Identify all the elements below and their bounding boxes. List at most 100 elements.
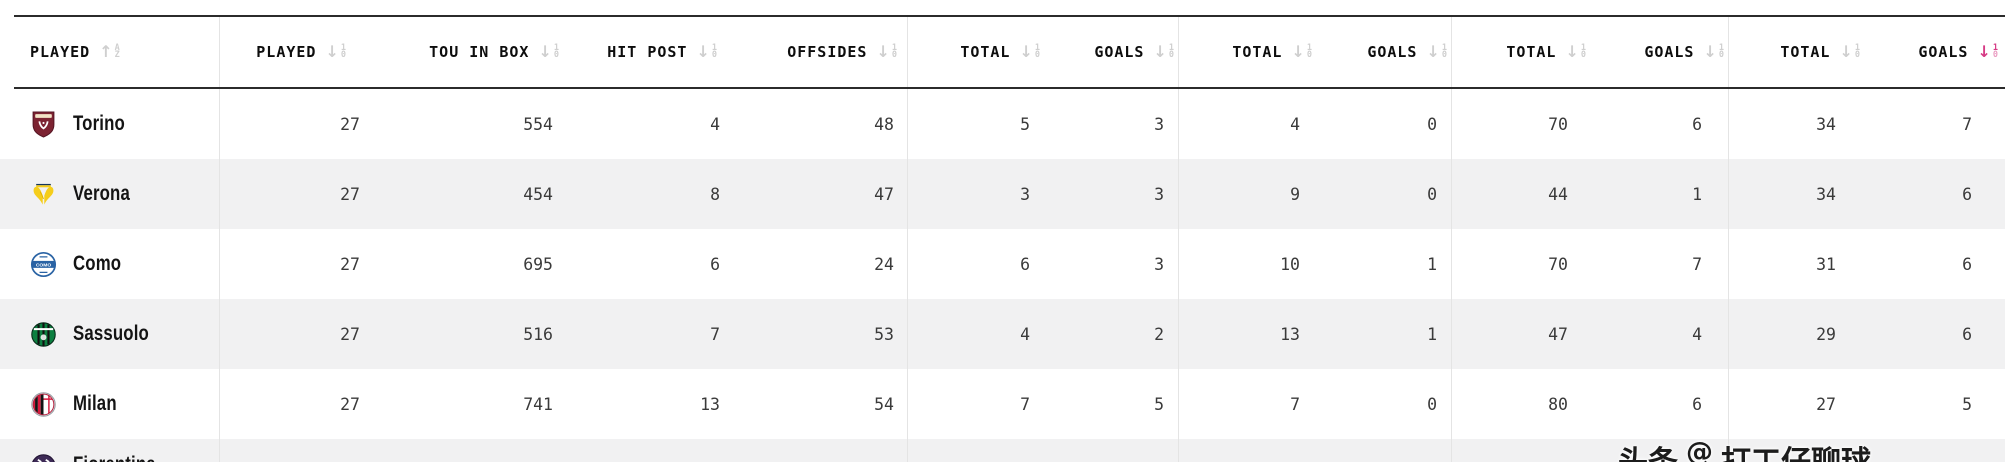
cell-total-2: 7 [1290, 394, 1300, 414]
cell-total-2: 4 [1290, 114, 1300, 134]
team-cell[interactable]: Verona [0, 159, 220, 229]
cell-total-4: 34 [1816, 114, 1836, 134]
at-icon: @ [1686, 437, 1713, 462]
cell-total-2: 9 [1290, 184, 1300, 204]
cell-total-1: 4 [1020, 324, 1030, 344]
cell-goals-4: 6 [1962, 324, 1972, 344]
table-row-torino: Torino 27 554 4 48 5 3 4 0 70 6 34 7 [0, 89, 2005, 159]
cell-goals-1: 3 [1044, 159, 1179, 229]
cell-goals-3: 4 [1590, 299, 1729, 369]
torino-logo-icon [32, 111, 55, 138]
cell-total-1: 5 [1020, 114, 1030, 134]
cell-total-3: 70 [1548, 114, 1568, 134]
cell-goals-4: 6 [1962, 184, 1972, 204]
cell-goals-2: 0 [1316, 369, 1452, 439]
cell-goals-2: 0 [1316, 89, 1452, 159]
cell-goals-1: 2 [1044, 299, 1179, 369]
team-cell[interactable]: Torino [0, 89, 220, 159]
cell-goals-1: 3 [1044, 89, 1179, 159]
cell-total-4: 27 [1816, 394, 1836, 414]
como-logo-icon: COMO [30, 251, 57, 277]
team-cell[interactable]: Sassuolo [0, 299, 220, 369]
table-row-sassuolo: Sassuolo 27 516 7 53 4 2 13 1 47 4 29 6 [0, 299, 2005, 369]
cell-goals-3: 1 [1590, 159, 1729, 229]
cell-goals-1: 5 [1044, 369, 1179, 439]
cell-played: 27 [340, 324, 360, 344]
watermark-brand: 头条 [1618, 437, 1678, 462]
column-label: GOALS [1094, 43, 1145, 61]
column-label: TOTAL [960, 43, 1011, 61]
sassuolo-logo-icon [31, 321, 56, 347]
column-label: OFFSIDES [787, 43, 868, 61]
table-row-verona: Verona 27 454 8 47 3 3 9 0 44 1 34 6 [0, 159, 2005, 229]
cell-hit-post: 4 [710, 114, 720, 134]
team-cell[interactable]: COMO Como [0, 229, 220, 299]
header-bottom-rule [14, 87, 2005, 89]
cell-total-3: 44 [1548, 184, 1568, 204]
team-name: Sassuolo [73, 322, 149, 345]
toutiao-watermark: 头条 @ 打工仔聊球 [1618, 437, 1871, 462]
cell-total-1: 6 [1020, 254, 1030, 274]
cell-offsides: 53 [725, 299, 908, 369]
team-name: Torino [73, 112, 125, 135]
cell-total-3: 70 [1548, 254, 1568, 274]
team-cell[interactable]: Fiorentina [0, 439, 220, 462]
partial-team-logo-icon [32, 454, 55, 462]
team-cell[interactable]: Milan [0, 369, 220, 439]
table-top-rule [14, 15, 2005, 17]
cell-total-4: 34 [1816, 184, 1836, 204]
cell-tou-in-box: 454 [523, 184, 553, 204]
team-name: Como [73, 252, 122, 275]
cell-hit-post: 13 [700, 394, 720, 414]
cell-tou-in-box: 554 [523, 114, 553, 134]
table-row-milan: Milan 27 741 13 54 7 5 7 0 80 6 27 5 [0, 369, 2005, 439]
table-row-como: COMO Como 27 695 6 24 6 3 10 1 70 7 31 6 [0, 229, 2005, 299]
column-label: PLAYED [30, 43, 91, 61]
cell-tou-in-box: 516 [523, 324, 553, 344]
cell-total-2: 10 [1280, 254, 1300, 274]
table-body: Torino 27 554 4 48 5 3 4 0 70 6 34 7 [0, 89, 2005, 462]
team-name: Verona [73, 182, 130, 205]
cell-hit-post: 6 [710, 254, 720, 274]
cell-offsides: 47 [725, 159, 908, 229]
milan-logo-icon [31, 391, 56, 417]
cell-total-3: 80 [1548, 394, 1568, 414]
cell-tou-in-box: 741 [523, 394, 553, 414]
column-label: GOALS [1644, 43, 1695, 61]
cell-goals-3: 7 [1590, 229, 1729, 299]
cell-played: 27 [340, 254, 360, 274]
watermark-handle: 打工仔聊球 [1721, 437, 1871, 462]
cell-offsides: 48 [725, 89, 908, 159]
column-label: HIT POST [607, 43, 688, 61]
column-label: GOALS [1367, 43, 1418, 61]
cell-total-1: 3 [1020, 184, 1030, 204]
cell-goals-3: 6 [1590, 369, 1729, 439]
verona-logo-icon [33, 183, 54, 205]
cell-hit-post: 7 [710, 324, 720, 344]
column-label: TOTAL [1232, 43, 1283, 61]
cell-goals-1: 3 [1044, 229, 1179, 299]
cell-goals-2: 1 [1316, 299, 1452, 369]
